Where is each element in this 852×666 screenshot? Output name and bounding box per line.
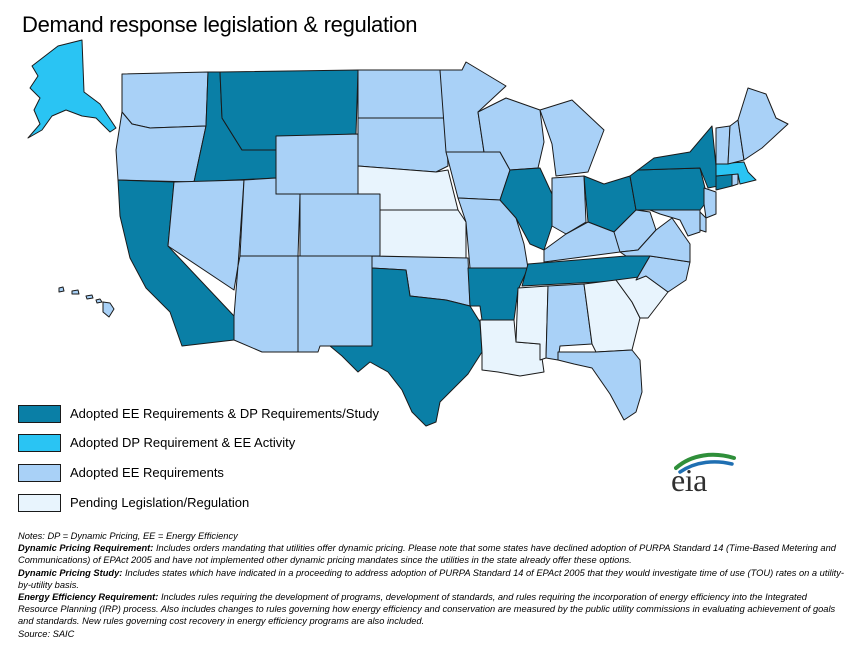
legend-label: Adopted DP Requirement & EE Activity: [70, 435, 296, 450]
state-maryland[interactable]: [649, 209, 701, 237]
state-iowa[interactable]: [445, 151, 511, 201]
legend-swatch: [18, 494, 61, 512]
notes-text: Includes rules requiring the development…: [18, 592, 836, 627]
notes-line: Notes: DP = Dynamic Pricing, EE = Energy…: [18, 531, 238, 541]
legend-swatch: [18, 405, 61, 423]
state-north-dakota[interactable]: [357, 69, 447, 119]
state-wyoming[interactable]: [275, 133, 359, 195]
legend-swatch: [18, 464, 61, 482]
eia-logo-swoosh-icon: [674, 452, 736, 474]
state-kansas[interactable]: [379, 209, 467, 259]
state-arizona[interactable]: [233, 255, 299, 353]
legend-label: Adopted EE Requirements: [70, 465, 224, 480]
notes-text: Includes orders mandating that utilities…: [18, 543, 836, 566]
notes-text: Includes states which have indicated in …: [18, 567, 844, 590]
legend-label: Pending Legislation/Regulation: [70, 495, 250, 510]
state-new-york[interactable]: [637, 125, 719, 189]
notes-term: Dynamic Pricing Requirement:: [18, 543, 154, 554]
legend-item-pending: Pending Legislation/Regulation: [18, 494, 478, 516]
state-pennsylvania[interactable]: [629, 167, 709, 211]
state-new-mexico[interactable]: [297, 255, 373, 353]
state-hawaii[interactable]: [58, 286, 115, 318]
notes-dp-study: Dynamic Pricing Study: Includes states w…: [18, 567, 848, 591]
state-new-jersey[interactable]: [703, 187, 717, 219]
state-florida[interactable]: [557, 349, 643, 421]
legend-item-dp-ee-activity: Adopted DP Requirement & EE Activity: [18, 434, 478, 456]
state-louisiana[interactable]: [479, 319, 545, 377]
state-virginia[interactable]: [619, 217, 691, 263]
state-connecticut[interactable]: [715, 173, 733, 191]
notes-term: Energy Efficiency Requirement:: [18, 592, 159, 603]
state-indiana[interactable]: [551, 175, 587, 235]
eia-logo-text: eia: [671, 462, 707, 498]
notes-source: Source: SAIC: [18, 628, 75, 639]
state-michigan[interactable]: [539, 99, 605, 177]
legend-label: Adopted EE Requirements & DP Requirement…: [70, 406, 380, 421]
state-alaska[interactable]: [27, 39, 117, 139]
notes-term: Dynamic Pricing Study:: [18, 567, 123, 578]
legend-swatch: [18, 434, 61, 452]
notes-dp-requirement: Dynamic Pricing Requirement: Includes or…: [18, 542, 848, 566]
state-south-dakota[interactable]: [357, 117, 449, 173]
state-colorado[interactable]: [299, 193, 381, 257]
state-maine[interactable]: [737, 87, 789, 161]
legend-item-ee: Adopted EE Requirements: [18, 464, 478, 486]
map-title: Demand response legislation & regulation: [22, 12, 418, 37]
state-massachusetts[interactable]: [715, 161, 757, 185]
legend-item-ee-dp-study: Adopted EE Requirements & DP Requirement…: [18, 405, 478, 427]
state-nevada[interactable]: [167, 179, 245, 291]
us-map: [27, 39, 789, 427]
state-rhode-island[interactable]: [731, 173, 739, 187]
notes-ee-requirement: Energy Efficiency Requirement: Includes …: [18, 591, 848, 628]
state-washington[interactable]: [121, 71, 209, 129]
notes-section: Notes: DP = Dynamic Pricing, EE = Energy…: [18, 530, 848, 640]
state-texas[interactable]: [329, 267, 483, 427]
eia-logo: eia: [666, 452, 736, 498]
